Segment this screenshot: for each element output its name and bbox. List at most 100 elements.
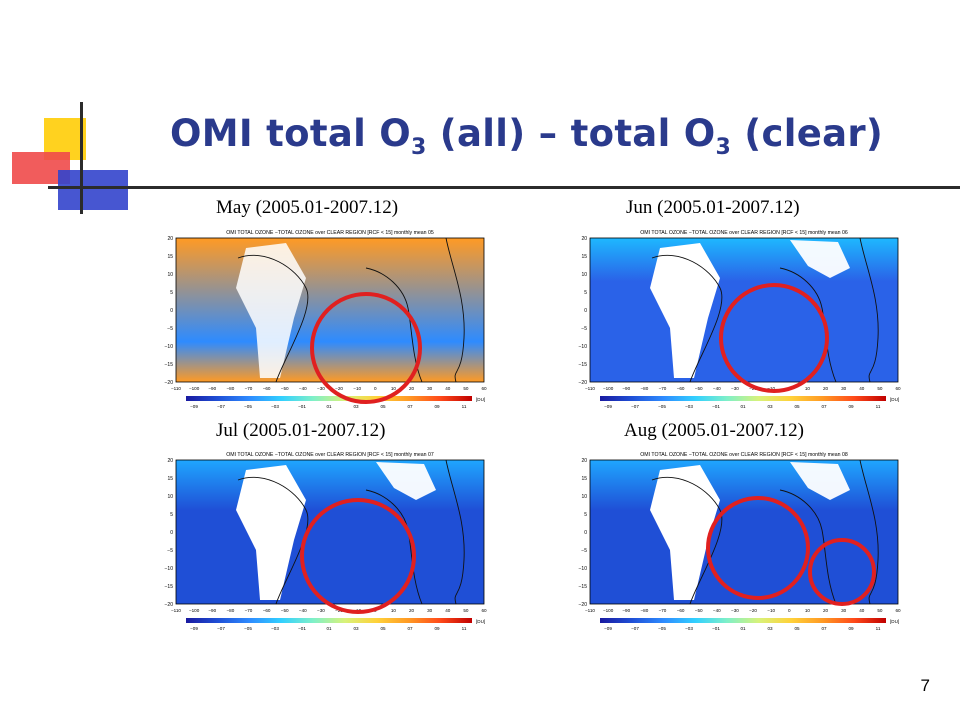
lat-tick-label: 0 [584, 530, 587, 536]
colorbar-tick-label: −01 [298, 404, 306, 409]
colorbar-tick-label: −07 [631, 626, 639, 631]
lon-tick-label: 40 [859, 608, 865, 613]
map-panel-jun: OMI TOTAL OZONE −TOTAL OZONE over CLEAR … [562, 226, 912, 416]
lon-tick-label: −90 [622, 386, 630, 391]
map-title: OMI TOTAL OZONE −TOTAL OZONE over CLEAR … [226, 452, 434, 458]
colorbar [186, 618, 472, 623]
lon-tick-label: 40 [445, 386, 451, 391]
lat-tick-label: −20 [579, 380, 588, 386]
no-data-region [650, 465, 720, 600]
ozone-field [590, 460, 898, 604]
lat-tick-label: 0 [584, 308, 587, 314]
colorbar-tick-label: 09 [848, 626, 854, 631]
colorbar-tick-label: −05 [244, 626, 252, 631]
lon-tick-label: −60 [263, 608, 271, 613]
colorbar-tick-label: −03 [271, 626, 279, 631]
coastline-africa-west [779, 267, 837, 383]
panel-caption-jun: Jun (2005.01-2007.12) [626, 197, 800, 218]
lat-tick-label: 15 [167, 476, 173, 482]
lon-tick-label: −100 [189, 386, 200, 391]
lat-tick-label: −10 [579, 566, 588, 572]
lat-tick-label: 15 [581, 476, 587, 482]
lon-tick-label: 60 [895, 386, 901, 391]
lon-tick-label: −60 [263, 386, 271, 391]
colorbar-unit: [DU] [476, 397, 485, 402]
colorbar-tick-label: −03 [271, 404, 279, 409]
lon-tick-label: 60 [895, 608, 901, 613]
lon-tick-label: 20 [409, 386, 415, 391]
colorbar-tick-label: 07 [407, 404, 413, 409]
lon-tick-label: −30 [731, 386, 739, 391]
coastline-africa-east [859, 237, 879, 383]
lat-tick-label: 15 [167, 254, 173, 260]
lat-tick-label: 0 [170, 530, 173, 536]
map-frame [175, 237, 485, 383]
colorbar-tick-label: 01 [326, 404, 332, 409]
lat-tick-label: −5 [167, 548, 173, 554]
map-title: OMI TOTAL OZONE −TOTAL OZONE over CLEAR … [226, 230, 434, 236]
colorbar-tick-label: −01 [712, 404, 720, 409]
lat-tick-label: 10 [167, 494, 173, 500]
lat-tick-label: 5 [170, 290, 173, 296]
lat-tick-label: −5 [167, 326, 173, 332]
colorbar-tick-label: 07 [407, 626, 413, 631]
lat-tick-label: −5 [581, 548, 587, 554]
lat-tick-label: −15 [165, 362, 174, 368]
lat-tick-label: 20 [167, 458, 173, 464]
colorbar-tick-label: 09 [434, 404, 440, 409]
highlight-circle [300, 498, 416, 614]
lon-tick-label: −10 [767, 608, 775, 613]
lon-tick-label: −90 [208, 608, 216, 613]
colorbar-tick-label: −03 [685, 626, 693, 631]
lon-tick-label: −80 [640, 608, 648, 613]
lon-tick-label: −30 [317, 608, 325, 613]
lon-tick-label: 40 [859, 386, 865, 391]
no-data-region [790, 462, 850, 500]
colorbar-tick-label: 01 [326, 626, 332, 631]
colorbar-tick-label: −09 [190, 626, 198, 631]
lon-tick-label: 30 [841, 386, 847, 391]
lon-tick-label: −80 [226, 386, 234, 391]
colorbar-unit: [DU] [890, 397, 899, 402]
highlight-circle [719, 283, 829, 393]
colorbar-tick-label: 01 [740, 626, 746, 631]
highlight-circle [706, 496, 810, 600]
colorbar-tick-label: −05 [244, 404, 252, 409]
page-number: 7 [920, 676, 930, 695]
no-data-region [236, 465, 306, 600]
lon-tick-label: −50 [695, 608, 703, 613]
colorbar [600, 396, 886, 401]
colorbar-tick-label: 03 [767, 626, 773, 631]
lon-tick-label: 30 [427, 386, 433, 391]
lon-tick-label: −40 [299, 386, 307, 391]
colorbar-tick-label: 07 [821, 626, 827, 631]
lat-tick-label: −10 [165, 344, 174, 350]
lon-tick-label: −40 [713, 608, 721, 613]
slide-title: OMI total O3 (all) – total O3 (clear) [170, 112, 884, 160]
lon-tick-label: 10 [391, 386, 397, 391]
coastline-africa-east [445, 237, 465, 383]
lat-tick-label: 0 [170, 308, 173, 314]
lon-tick-label: −40 [713, 386, 721, 391]
lon-tick-label: −30 [317, 386, 325, 391]
colorbar-tick-label: −09 [604, 626, 612, 631]
ozone-field [590, 238, 898, 382]
colorbar-tick-label: 07 [821, 404, 827, 409]
lon-tick-label: −70 [659, 608, 667, 613]
lon-tick-label: −50 [695, 386, 703, 391]
colorbar-unit: [DU] [476, 619, 485, 624]
lat-tick-label: 10 [581, 272, 587, 278]
colorbar-tick-label: 03 [353, 626, 359, 631]
coastline-africa-west [365, 267, 423, 383]
lon-tick-label: 10 [391, 608, 397, 613]
colorbar-unit: [DU] [890, 619, 899, 624]
lon-tick-label: 40 [445, 608, 451, 613]
lon-tick-label: −100 [189, 608, 200, 613]
lon-tick-label: −110 [585, 608, 595, 613]
colorbar [186, 396, 472, 401]
lon-tick-label: 60 [481, 608, 487, 613]
lon-tick-label: −110 [171, 386, 181, 391]
coastline-south-america [237, 254, 309, 383]
lat-tick-label: −10 [579, 344, 588, 350]
lon-tick-label: 50 [463, 386, 469, 391]
